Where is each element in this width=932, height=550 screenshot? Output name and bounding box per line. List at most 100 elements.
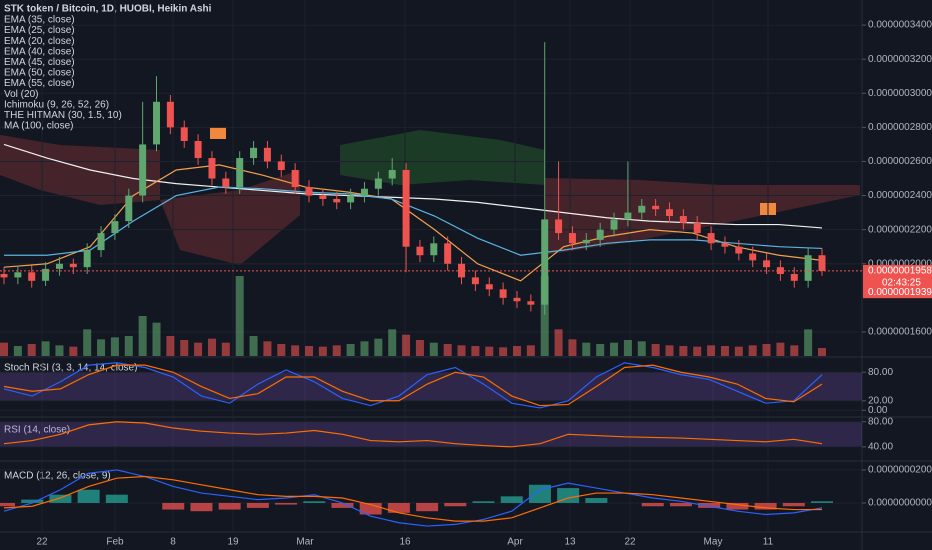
candle-body	[707, 233, 715, 244]
y-tick-label: 0.0000002400	[868, 190, 932, 201]
candle-body	[693, 222, 701, 234]
volume-bar	[152, 322, 161, 356]
candle-body	[333, 198, 341, 203]
cloud-red	[160, 170, 300, 265]
candle-body	[250, 147, 258, 159]
x-tick-label: Apr	[507, 537, 523, 548]
y-tick-label: 0.00	[868, 405, 888, 416]
histogram-bar	[726, 502, 749, 510]
candle-body	[0, 273, 8, 278]
volume-bar	[790, 345, 799, 356]
legend-entry: EMA (40, close)	[4, 46, 75, 57]
histogram-bar	[669, 502, 692, 507]
histogram-bar	[162, 502, 185, 510]
volume-bar	[13, 346, 22, 356]
volume-bar	[374, 338, 383, 356]
volume-bar	[818, 348, 826, 356]
volume-bar	[748, 345, 757, 356]
x-tick-label: 8	[170, 537, 176, 548]
y-tick-label: 0.0000000200	[868, 465, 932, 476]
volume-bar	[610, 342, 619, 356]
price-box	[863, 264, 932, 289]
x-tick-label: 22	[36, 537, 48, 548]
y-tick-label: 80.00	[868, 416, 893, 427]
histogram-bar	[782, 502, 805, 507]
legend-entry: Ichimoku (9, 26, 52, 26)	[4, 99, 109, 110]
candle-body	[347, 195, 355, 203]
candle-body	[305, 187, 313, 196]
histogram-bar	[387, 502, 410, 513]
pane-title: MACD (12, 26, close, 9)	[4, 471, 111, 482]
flag	[210, 127, 226, 139]
indicator-line	[3, 364, 823, 407]
candle-body	[485, 284, 493, 290]
candle-body	[499, 289, 507, 298]
cloud-red	[545, 178, 860, 255]
candle-body	[194, 141, 202, 159]
volume-bar	[804, 329, 813, 356]
legend-entry: MA (100, close)	[4, 121, 73, 132]
volume-bar	[679, 346, 688, 356]
volume-bar	[207, 338, 216, 356]
volume-bar	[27, 344, 36, 356]
histogram-bar	[528, 484, 551, 503]
legend-entry: EMA (45, close)	[4, 57, 75, 68]
volume-bar	[41, 341, 50, 356]
y-tick-label: 0.0000003000	[868, 88, 932, 99]
volume-bar	[762, 344, 771, 356]
volume-bar	[263, 341, 272, 356]
volume-bar	[623, 340, 632, 356]
volume-bar	[415, 340, 424, 356]
volume-bar	[776, 342, 785, 356]
volume-bar	[651, 344, 660, 356]
candle-body	[236, 158, 244, 188]
volume-bar	[97, 339, 106, 356]
candle-body	[291, 169, 299, 188]
volume-bar	[249, 336, 258, 356]
histogram-bar	[0, 502, 15, 507]
histogram-bar	[303, 501, 326, 503]
ichimoku-cloud	[0, 130, 860, 265]
x-tick-label: 19	[227, 537, 239, 548]
volume-bar	[235, 276, 244, 356]
candle-body	[513, 297, 521, 302]
candle-body	[652, 205, 660, 210]
legend-entry: Vol (20)	[4, 89, 38, 100]
histogram-bar	[190, 502, 213, 512]
candle-body	[444, 243, 452, 264]
volume-bar	[124, 336, 133, 356]
candle-body	[97, 233, 105, 251]
volume-bar	[471, 346, 480, 356]
candle-body	[125, 195, 133, 222]
pane-title: RSI (14, close)	[4, 425, 70, 436]
candle-body	[208, 158, 216, 179]
countdown: 02:43:25	[882, 278, 921, 289]
price-box	[863, 286, 932, 299]
cloud-red	[0, 135, 160, 205]
y-tick-label: 0.0000001600	[868, 327, 932, 338]
volume-bar	[346, 344, 355, 356]
candle-body	[374, 178, 382, 189]
legend-entry: EMA (20, close)	[4, 36, 75, 47]
volume-bar	[180, 340, 189, 356]
volume-bar	[596, 344, 605, 356]
legend-entry: EMA (55, close)	[4, 78, 75, 89]
candle-body	[14, 272, 22, 278]
price-label: 0.0000001958	[868, 266, 932, 277]
volume-bar	[665, 345, 674, 356]
volume-bar	[0, 342, 8, 356]
volume-bar	[512, 346, 521, 356]
candle-body	[749, 253, 757, 261]
volume-bar	[318, 346, 327, 356]
volume-bar	[360, 341, 369, 356]
candle-body	[402, 169, 410, 247]
histogram-bar	[77, 489, 100, 503]
volume-bar	[291, 345, 300, 356]
legend-entry: EMA (50, close)	[4, 68, 75, 79]
volume-bar	[69, 346, 78, 356]
x-tick-label: Feb	[106, 537, 124, 548]
candle-body	[83, 250, 91, 268]
y-tick-label: 0.0000002200	[868, 224, 932, 235]
